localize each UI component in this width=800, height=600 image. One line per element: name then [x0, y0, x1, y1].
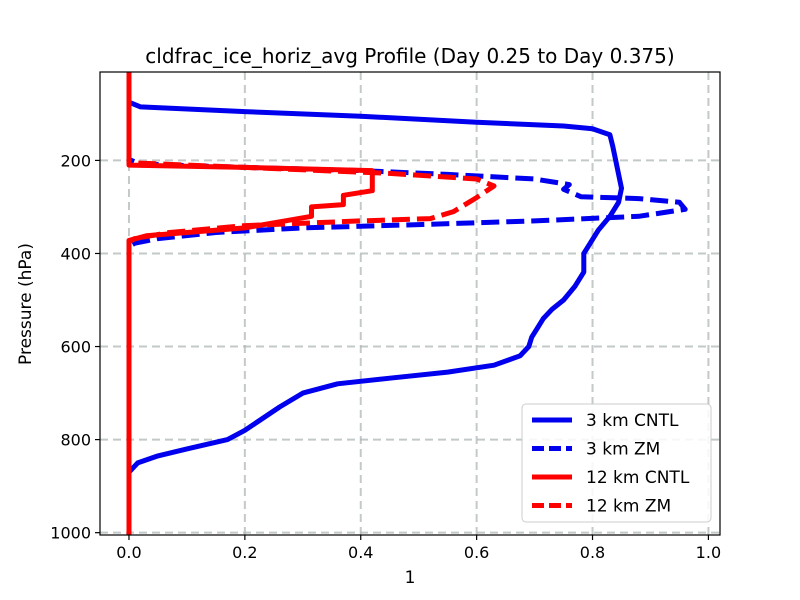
legend-label: 12 km ZM [586, 497, 671, 517]
y-tick-label: 200 [60, 151, 91, 170]
series-line-12-km-cntl [126, 72, 375, 535]
legend-box [521, 403, 712, 523]
y-axis-label: Pressure (hPa) [16, 243, 36, 365]
y-tick-label: 800 [60, 431, 91, 450]
series-line-3-km-cntl [126, 72, 624, 535]
y-tick-label: 600 [60, 338, 91, 357]
series-layer [126, 72, 688, 535]
x-tick-label: 0.0 [116, 543, 141, 562]
chart-title: cldfrac_ice_horiz_avg Profile (Day 0.25 … [145, 44, 674, 68]
legend-label: 3 km ZM [586, 440, 660, 460]
legend: 3 km CNTL 3 km ZM 12 km CNTL 12 km ZM [521, 403, 712, 523]
x-tick-label: 0.6 [464, 543, 489, 562]
legend-label: 12 km CNTL [586, 468, 690, 488]
x-axis-label: 1 [405, 568, 416, 588]
legend-label: 3 km CNTL [586, 411, 679, 431]
ticks-layer: 0.0 0.2 0.4 0.6 0.8 1.0 200 400 600 800 1000 [50, 151, 721, 562]
x-tick-label: 0.4 [348, 543, 373, 562]
x-tick-label: 1.0 [696, 543, 721, 562]
x-tick-label: 0.2 [232, 543, 257, 562]
y-tick-label: 400 [60, 244, 91, 263]
y-tick-label: 1000 [50, 524, 91, 543]
x-tick-label: 0.8 [580, 543, 605, 562]
plot-frame [99, 71, 721, 536]
series-line-12-km-zm [126, 72, 497, 535]
